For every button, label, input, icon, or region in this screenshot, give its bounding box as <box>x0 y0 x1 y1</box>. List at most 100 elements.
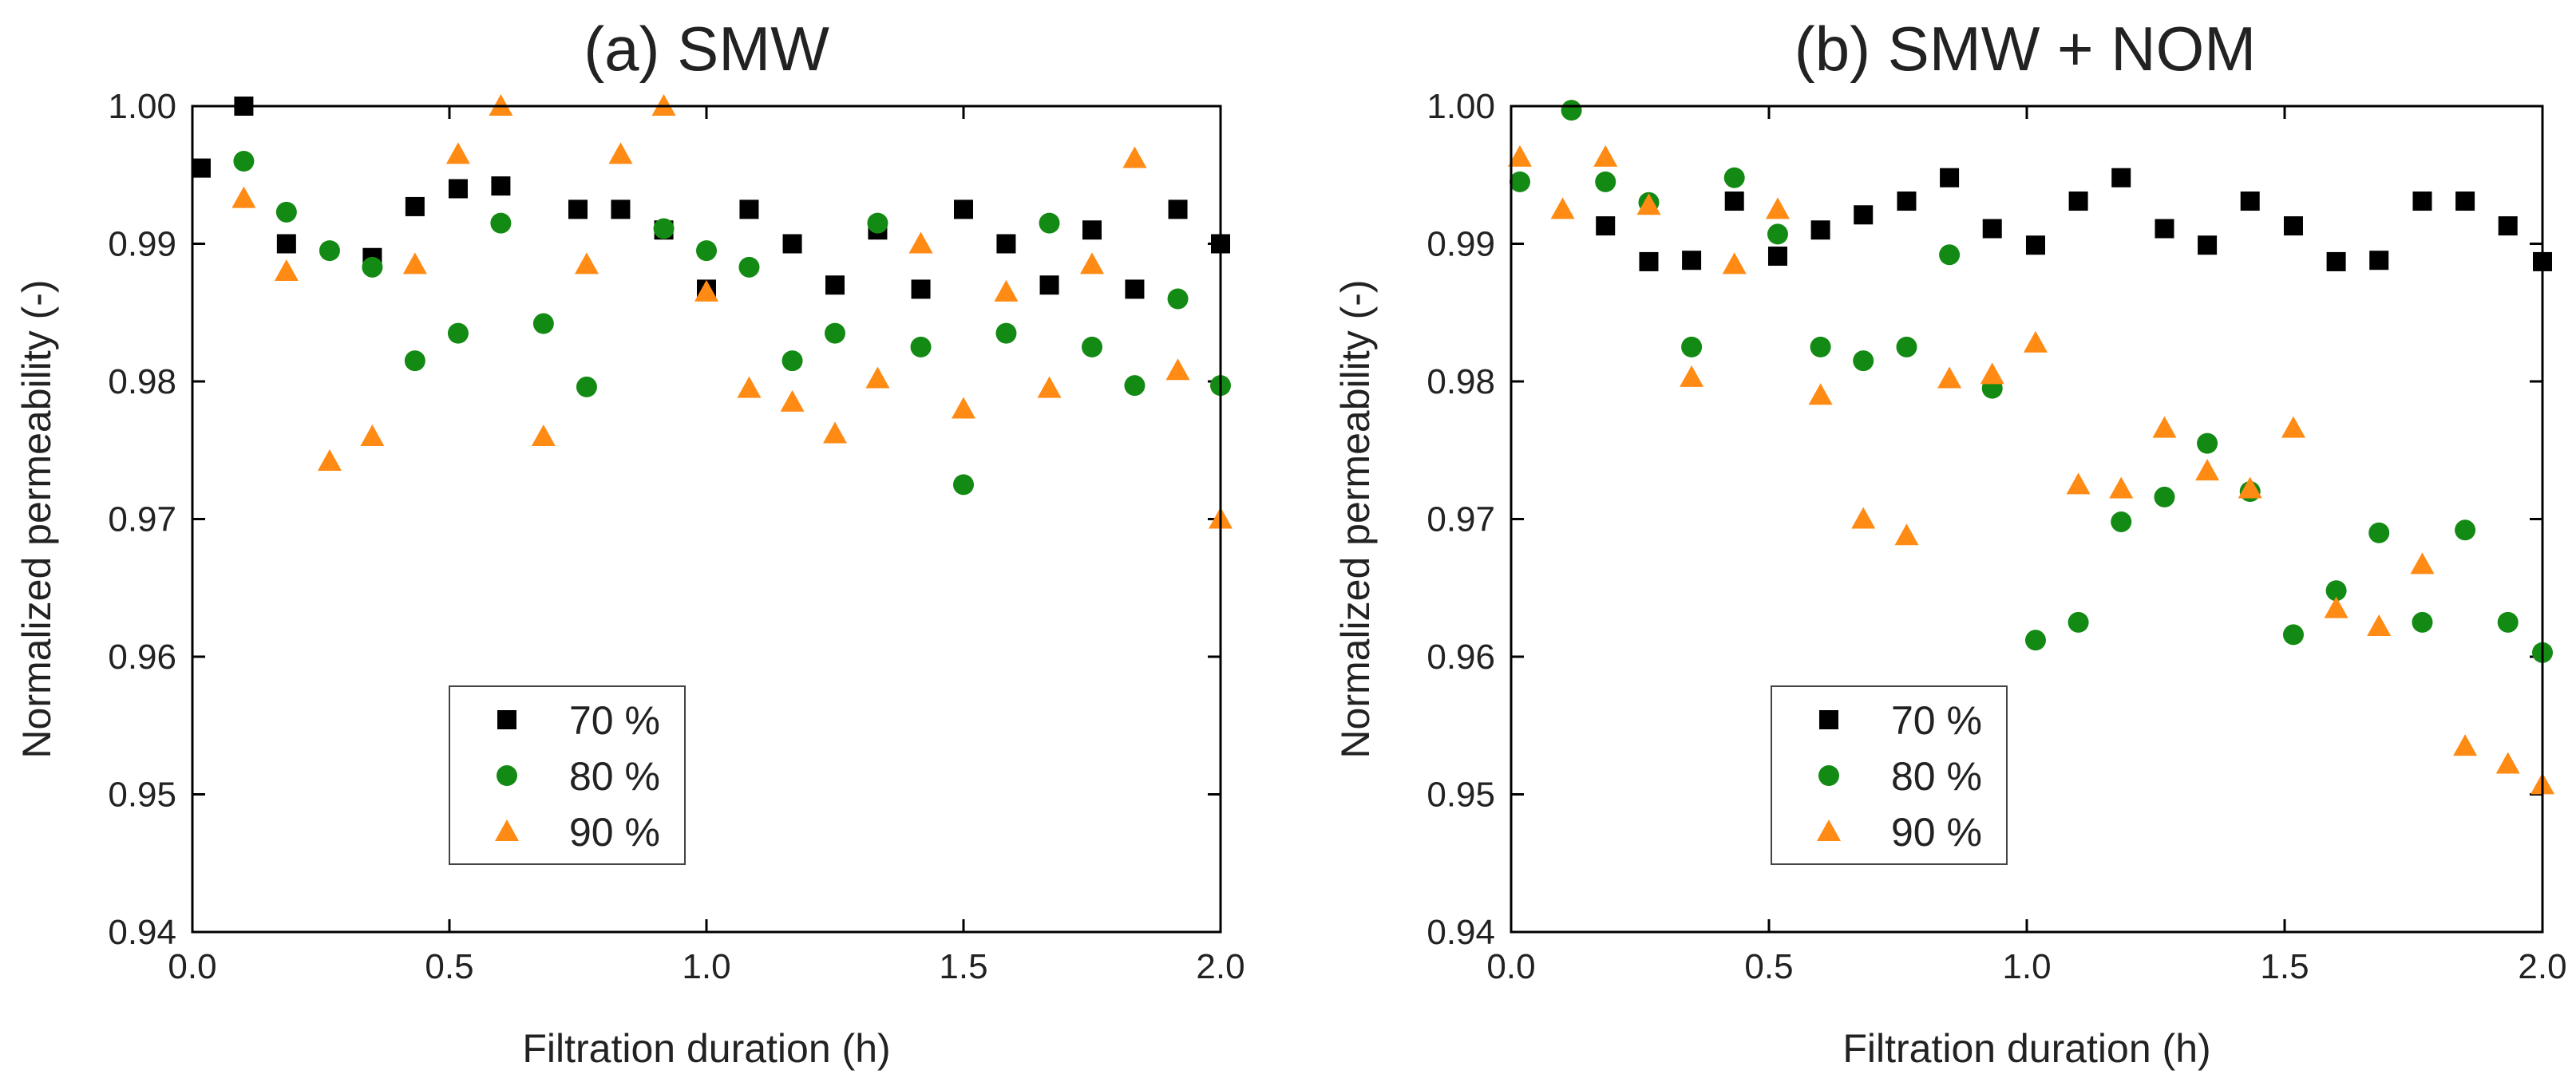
data-point <box>867 212 888 234</box>
data-point <box>608 142 633 164</box>
x-tick-label: 1.5 <box>939 947 987 986</box>
plot-frame <box>1510 105 2544 934</box>
data-point <box>2282 624 2304 646</box>
x-tick-label: 1.0 <box>2002 947 2051 986</box>
panel-a: (a) SMW 0.0 0.5 1.0 1.5 2.0 0.94 0.95 0.96 0.97 0.… <box>14 14 1245 1071</box>
data-point <box>2066 472 2091 495</box>
data-point <box>1810 336 1831 357</box>
data-point <box>2367 614 2392 637</box>
x-tick-label: 0.5 <box>425 947 473 986</box>
data-point <box>1509 171 1530 192</box>
data-point <box>319 240 340 262</box>
data-point <box>317 449 342 472</box>
data-point <box>2412 192 2432 211</box>
data-point <box>1682 251 1702 271</box>
data-point <box>1593 144 1618 167</box>
data-point <box>1561 100 1582 121</box>
x-tick-label: 0.0 <box>168 947 216 986</box>
series-triangle <box>1507 144 2554 795</box>
y-tick-label: 0.96 <box>108 638 176 677</box>
data-point <box>1681 336 1703 357</box>
data-point <box>1853 350 1874 372</box>
data-point <box>275 201 297 223</box>
y-tick-label: 0.95 <box>108 776 176 815</box>
data-point <box>191 158 211 178</box>
chart-title: (a) SMW <box>584 14 829 84</box>
data-point <box>611 199 631 219</box>
data-point <box>1937 366 1962 389</box>
data-point <box>276 234 296 254</box>
data-point <box>2111 511 2132 532</box>
data-point <box>2068 192 2088 211</box>
data-point <box>402 252 427 274</box>
data-point <box>2455 192 2475 211</box>
data-point <box>1810 220 1830 240</box>
data-point <box>1595 171 1616 192</box>
legend-label: 90 % <box>1891 810 1982 855</box>
data-point <box>2238 476 2262 499</box>
data-point <box>1767 223 1788 245</box>
data-point <box>1082 336 1102 357</box>
legend-marker <box>1817 819 1841 841</box>
legend-label: 80 % <box>1891 754 1982 799</box>
x-axis-title: Filtration duration (h) <box>522 1026 890 1071</box>
data-point <box>1639 251 1659 271</box>
data-point <box>1894 523 1919 546</box>
data-point <box>1980 362 2004 385</box>
data-point <box>1082 220 1102 240</box>
data-point <box>1723 167 1745 188</box>
data-point <box>1167 288 1189 310</box>
data-point <box>1124 375 1146 397</box>
data-point <box>737 376 762 398</box>
data-point <box>2068 611 2089 633</box>
data-point <box>994 279 1019 302</box>
data-point <box>865 366 890 389</box>
data-point <box>2111 168 2131 188</box>
series-circle <box>233 151 1231 496</box>
y-tick-label: 1.00 <box>108 87 176 126</box>
data-point <box>1080 252 1104 274</box>
data-point <box>1897 192 1917 211</box>
data-point <box>825 275 845 295</box>
data-point <box>782 350 803 372</box>
y-tick-label: 0.94 <box>108 913 176 952</box>
legend-label: 90 % <box>569 810 660 855</box>
data-point <box>694 279 718 302</box>
data-point <box>1767 247 1787 267</box>
x-tick-label: 2.0 <box>1196 947 1244 986</box>
data-point <box>1165 358 1190 381</box>
legend: 70 % 80 % 90 % <box>1771 685 2008 865</box>
series-circle <box>1509 100 2553 663</box>
data-point <box>447 322 469 344</box>
x-tick-label: 2.0 <box>2518 947 2566 986</box>
data-point <box>1507 144 1532 167</box>
data-point <box>490 212 512 234</box>
legend-marker <box>497 765 517 786</box>
data-point <box>2023 330 2048 353</box>
y-tick-label: 1.00 <box>1426 87 1495 126</box>
panel-b: (b) SMW + NOM 0.0 0.5 1.0 1.5 2.0 0.94 0.95 0.96… <box>1333 14 2567 1071</box>
data-point <box>738 256 760 278</box>
data-point <box>739 199 759 219</box>
series-square <box>191 97 1230 299</box>
data-point <box>1037 376 1062 398</box>
data-point <box>2498 216 2518 236</box>
chart-title: (b) SMW + NOM <box>1794 14 2257 84</box>
data-point <box>531 425 556 446</box>
data-point <box>448 179 468 199</box>
data-point <box>1896 336 1917 357</box>
x-tick-label: 1.5 <box>2260 947 2309 986</box>
data-point <box>231 186 256 208</box>
data-point <box>491 176 511 196</box>
data-point <box>576 376 597 397</box>
data-point <box>445 142 470 164</box>
y-axis-title: Normalized permeability (-) <box>14 279 59 758</box>
data-point <box>823 421 847 444</box>
legend-label: 70 % <box>1891 698 1982 743</box>
data-point <box>2195 459 2220 481</box>
data-point <box>2155 219 2174 239</box>
data-point <box>2025 235 2045 255</box>
data-point <box>2109 476 2134 499</box>
data-point <box>1168 199 1188 219</box>
